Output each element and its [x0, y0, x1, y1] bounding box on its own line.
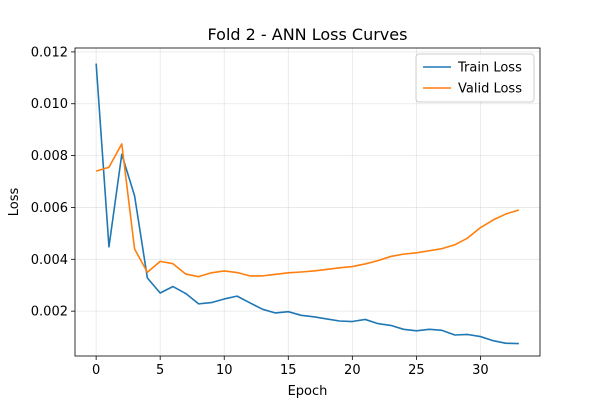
y-axis: 0.002 0.004 0.006 0.008 0.010 0.012	[31, 45, 75, 320]
legend-box	[415, 53, 535, 103]
y-tick-label: 0.008	[31, 149, 68, 164]
plot-frame	[74, 47, 541, 357]
x-tick-label: 25	[408, 363, 425, 378]
series-line-valid-loss	[95, 143, 520, 278]
grid	[75, 48, 540, 356]
y-tick-label: 0.004	[31, 253, 68, 268]
x-tick-label: 10	[216, 363, 233, 378]
legend: Train Loss Valid Loss	[415, 53, 535, 103]
chart-title: Fold 2 - ANN Loss Curves	[208, 25, 408, 44]
y-tick-label: 0.010	[31, 97, 68, 112]
x-tick-label: 30	[472, 363, 489, 378]
x-tick-label: 20	[344, 363, 361, 378]
series-layer	[95, 63, 520, 345]
y-tick-label: 0.006	[31, 201, 68, 216]
legend-label: Train Loss	[457, 61, 522, 76]
legend-label: Valid Loss	[458, 82, 522, 97]
x-tick-label: 5	[156, 363, 164, 378]
y-tick-label: 0.012	[31, 45, 68, 60]
x-tick-label: 15	[280, 363, 297, 378]
y-tick-label: 0.002	[31, 305, 68, 320]
x-axis-label: Epoch	[288, 384, 328, 399]
series-line-train-loss	[95, 63, 519, 345]
y-axis-label: Loss	[7, 188, 22, 217]
x-tick-label: 0	[92, 363, 100, 378]
x-axis: 0 5 10 15 20 25 30	[92, 356, 489, 378]
